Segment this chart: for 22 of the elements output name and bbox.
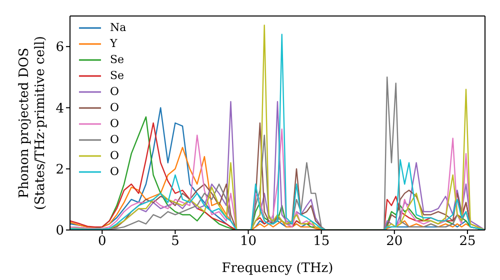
legend-label: Se bbox=[110, 68, 124, 84]
legend-label: O bbox=[110, 116, 120, 132]
x-tick-label: 10 bbox=[240, 234, 257, 250]
x-tick-label: 15 bbox=[313, 234, 330, 250]
legend-label: Se bbox=[110, 52, 124, 68]
y-tick-label: 0 bbox=[56, 224, 64, 239]
legend-label: O bbox=[110, 164, 120, 180]
x-axis-title: Frequency (THz) bbox=[222, 261, 334, 276]
y-tick-label: 6 bbox=[56, 40, 64, 56]
legend-label: O bbox=[110, 132, 120, 148]
x-tick-label: 25 bbox=[459, 234, 476, 250]
y-tick-label: 4 bbox=[56, 101, 64, 116]
legend-label: O bbox=[110, 148, 120, 164]
x-tick-label: 5 bbox=[171, 234, 180, 250]
legend-label: Y bbox=[110, 36, 118, 52]
x-tick-label: 20 bbox=[386, 234, 403, 250]
legend-label: O bbox=[110, 100, 120, 116]
x-tick-label: 0 bbox=[98, 234, 106, 250]
y-tick-label: 2 bbox=[56, 162, 64, 178]
legend-label: O bbox=[110, 84, 120, 100]
y-axis-title: Phonon projected DOS (States/THz·primitive cell) bbox=[17, 36, 48, 210]
legend-label: Na bbox=[110, 20, 126, 36]
